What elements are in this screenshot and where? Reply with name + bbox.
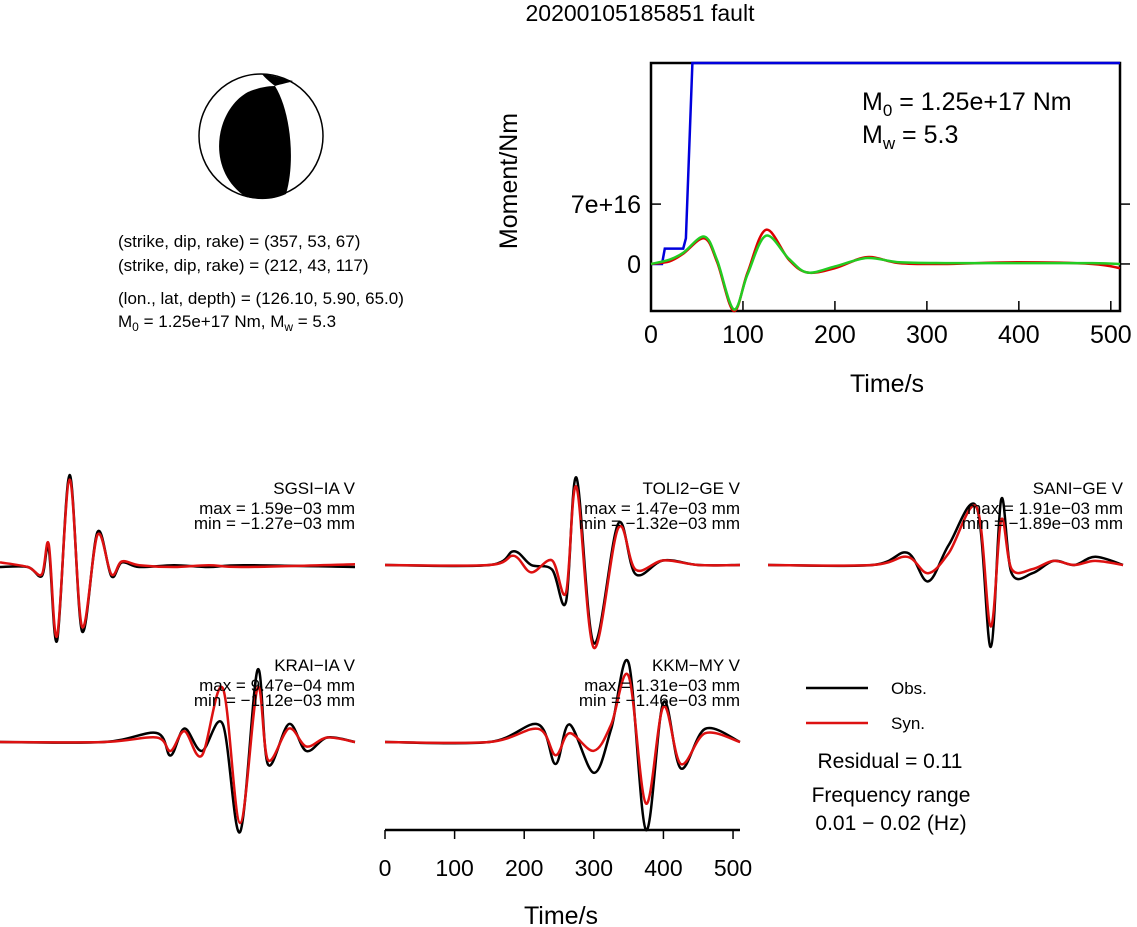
waveform-xtick-label: 200 [505, 855, 543, 881]
stf-ytick-label: 7e+16 [571, 191, 641, 219]
stf-xtick-label: 500 [1090, 321, 1132, 349]
stf-m0-annotation: M0 = 1.25e+17 Nm [862, 88, 1072, 120]
station-min: min = −1.27e−03 mm [194, 514, 355, 533]
stf-xtick-label: 300 [906, 321, 948, 349]
stf-ylabel: Moment/Nm [495, 113, 523, 249]
waveform-xtick-label: 0 [379, 855, 392, 881]
station-max: max = 9.47e−04 mm [199, 676, 355, 695]
stf-series [650, 61, 1121, 313]
frequency-range-title: Frequency range [812, 784, 971, 807]
hypocenter: (lon., lat, depth) = (126.10, 5.90, 65.0… [118, 289, 404, 308]
stf-ytick-label: 0 [627, 251, 641, 279]
station-min: min = −1.89e−03 mm [962, 514, 1123, 533]
station-max: max = 1.91e−03 mm [967, 499, 1123, 518]
nodal-plane-1: (strike, dip, rake) = (357, 53, 67) [118, 232, 360, 251]
legend: Obs. Syn. Residual = 0.11 Frequency rang… [806, 679, 970, 835]
stf-xtick-label: 100 [722, 321, 764, 349]
station-min: min = −1.32e−03 mm [579, 514, 740, 533]
source-parameters: (strike, dip, rake) = (357, 53, 67) (str… [118, 232, 404, 334]
residual-label: Residual = 0.11 [818, 750, 963, 773]
station-name: KRAI−IA V [274, 656, 355, 675]
beachball [198, 73, 324, 200]
synthetic-waveform [384, 485, 741, 650]
frequency-range-value: 0.01 − 0.02 (Hz) [815, 812, 966, 835]
legend-syn-label: Syn. [891, 714, 925, 733]
station-name: SGSI−IA V [273, 479, 355, 498]
stf-xlabel: Time/s [850, 370, 924, 398]
synthetic-waveform [0, 685, 356, 825]
stf-xtick-label: 0 [644, 321, 658, 349]
waveform-xlabel: Time/s [524, 902, 598, 927]
station-name: TOLI2−GE V [643, 479, 741, 498]
station-max: max = 1.47e−03 mm [584, 499, 740, 518]
stf-xtick-label: 200 [814, 321, 856, 349]
stf-xtick-label: 400 [998, 321, 1040, 349]
station-max: max = 1.31e−03 mm [584, 676, 740, 695]
waveform-time-axis: 0 100 200 300 400 500 [379, 828, 752, 881]
stf-series-line [650, 234, 1121, 311]
legend-obs-label: Obs. [891, 679, 927, 698]
waveform-xtick-label: 100 [435, 855, 473, 881]
beachball-compressional-cap [262, 74, 293, 86]
station-name: SANI−GE V [1033, 479, 1124, 498]
station-max: max = 1.59e−03 mm [199, 499, 355, 518]
stf-axis-ticks: 0 100 200 300 400 500 0 7e+16 [571, 191, 1132, 349]
figure-title: 20200105185851 fault [526, 0, 756, 26]
synthetic-waveform [767, 504, 1124, 628]
waveform-xtick-label: 400 [644, 855, 682, 881]
waveform-xtick-label: 500 [714, 855, 752, 881]
beachball-compressional-lobe [219, 86, 291, 200]
nodal-plane-2: (strike, dip, rake) = (212, 43, 117) [118, 256, 369, 275]
station-name: KKM−MY V [652, 656, 741, 675]
moment-magnitude-line: M0 = 1.25e+17 Nm, Mw = 5.3 [118, 312, 336, 334]
stf-mw-annotation: Mw = 5.3 [862, 121, 958, 153]
station-min: min = −1.46e−03 mm [579, 691, 740, 710]
synthetic-waveform [384, 672, 741, 805]
synthetic-waveform [0, 478, 356, 638]
waveform-xtick-label: 300 [575, 855, 613, 881]
station-min: min = −1.12e−03 mm [194, 691, 355, 710]
